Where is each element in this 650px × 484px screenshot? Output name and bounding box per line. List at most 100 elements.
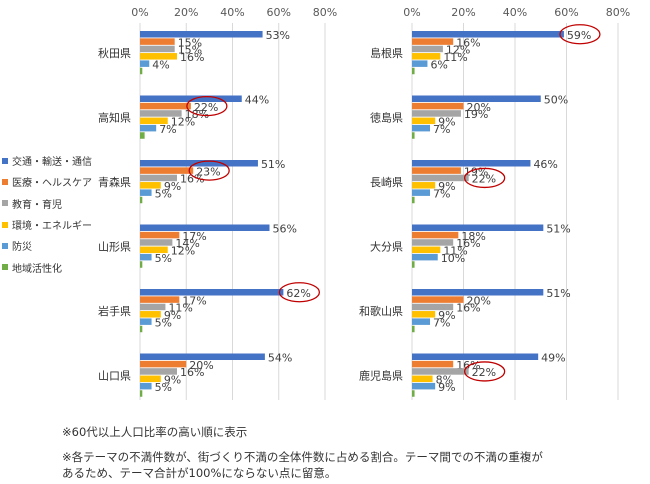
bar — [412, 31, 564, 38]
data-label: 6% — [430, 58, 447, 71]
footnote-ratio: ※各テーマの不満件数が、街づくり不満の全体件数に占める割合。テーマ間での不満の重… — [62, 450, 543, 480]
category-label: 青森県 — [98, 175, 131, 189]
bar — [412, 303, 454, 311]
data-label: 11% — [168, 302, 192, 315]
bar — [412, 360, 454, 368]
data-label: 5% — [155, 252, 172, 265]
bar — [412, 60, 428, 67]
legend-item-regional: 地域活性化 — [2, 256, 92, 277]
legend: 交通・輸送・通信 医療・ヘルスケア 教育・育児 環境・エネルギー 防災 地域活性… — [2, 150, 92, 278]
bar — [140, 102, 191, 110]
bar — [140, 296, 180, 303]
data-label: 51% — [546, 287, 570, 300]
bar — [140, 31, 263, 38]
legend-label-regional: 地域活性化 — [12, 263, 62, 275]
data-label: 22% — [472, 366, 496, 379]
category-label: 山口県 — [98, 370, 131, 383]
footnotes: ※60代以上人口比率の高い順に表示 ※各テーマの不満件数が、街づくり不満の全体件… — [62, 424, 543, 481]
x-tick-label: 60% — [267, 6, 291, 19]
bar — [140, 360, 187, 368]
footnote-order: ※60代以上人口比率の高い順に表示 — [62, 425, 248, 439]
data-label: 53% — [266, 29, 290, 42]
x-tick-label: 20% — [174, 6, 198, 19]
data-label: 22% — [194, 101, 218, 114]
data-label: 12% — [171, 245, 195, 258]
data-label: 7% — [433, 123, 450, 136]
category-label: 長崎県 — [370, 175, 403, 189]
data-label: 8% — [436, 374, 453, 387]
bar — [140, 231, 180, 239]
data-label: 9% — [438, 309, 455, 322]
data-label: 12% — [171, 116, 195, 129]
bar — [140, 38, 175, 45]
legend-label-education: 教育・育児 — [12, 199, 62, 211]
bar — [412, 102, 464, 110]
legend-swatch-disaster — [2, 242, 8, 249]
bar — [140, 375, 161, 383]
bar — [412, 368, 469, 375]
data-label: 9% — [438, 180, 455, 193]
bar — [140, 303, 166, 311]
category-label: 大分県 — [370, 240, 403, 254]
legend-item-transport: 交通・輸送・通信 — [2, 150, 92, 171]
data-label: 18% — [461, 230, 485, 243]
legend-swatch-education — [2, 200, 8, 207]
category-label: 鹿児島県 — [359, 369, 403, 383]
bar — [140, 239, 173, 246]
bar — [412, 224, 544, 231]
bar — [412, 311, 436, 318]
bar — [140, 53, 177, 60]
data-label: 56% — [273, 223, 297, 236]
bar — [140, 196, 143, 204]
bar — [412, 167, 461, 174]
data-label: 50% — [544, 94, 568, 107]
bar — [140, 67, 143, 75]
bar — [412, 390, 415, 397]
category-label: 高知県 — [98, 111, 131, 125]
data-label: 7% — [433, 187, 450, 200]
highlight-circle — [463, 167, 506, 189]
bar — [412, 67, 415, 75]
bar — [140, 318, 152, 325]
legend-label-disaster: 防災 — [12, 242, 32, 254]
legend-swatch-environment — [2, 221, 8, 228]
data-label: 62% — [286, 287, 310, 300]
data-label: 46% — [533, 158, 557, 171]
bar — [412, 45, 443, 53]
category-label: 山形県 — [98, 241, 131, 254]
data-label: 51% — [261, 158, 285, 171]
highlight-circle — [559, 24, 601, 45]
bar — [412, 182, 436, 189]
data-label: 16% — [456, 237, 480, 250]
legend-item-environment: 環境・エネルギー — [2, 214, 92, 235]
data-label: 11% — [443, 245, 467, 258]
data-label: 9% — [438, 381, 455, 394]
bar — [140, 132, 145, 139]
data-label: 9% — [164, 180, 181, 193]
data-label: 20% — [189, 359, 213, 372]
bar — [412, 196, 415, 204]
bar — [140, 289, 284, 296]
highlight-circle — [188, 160, 230, 181]
bar — [140, 45, 175, 53]
legend-item-healthcare: 医療・ヘルスケア — [2, 171, 92, 192]
legend-swatch-transport — [2, 157, 8, 164]
bar — [412, 53, 441, 60]
bar — [412, 38, 454, 45]
data-label: 9% — [438, 116, 455, 129]
bar — [412, 375, 433, 383]
data-label: 11% — [443, 51, 467, 64]
bar — [412, 174, 469, 182]
data-label: 17% — [182, 294, 206, 307]
bar — [412, 246, 441, 254]
data-label: 54% — [268, 352, 292, 365]
bar — [140, 95, 242, 102]
data-label: 9% — [164, 374, 181, 387]
data-label: 16% — [456, 302, 480, 315]
legend-swatch-regional — [2, 264, 8, 271]
bar — [412, 382, 436, 390]
bar — [140, 382, 152, 390]
data-label: 7% — [433, 316, 450, 329]
legend-item-disaster: 防災 — [2, 235, 92, 256]
